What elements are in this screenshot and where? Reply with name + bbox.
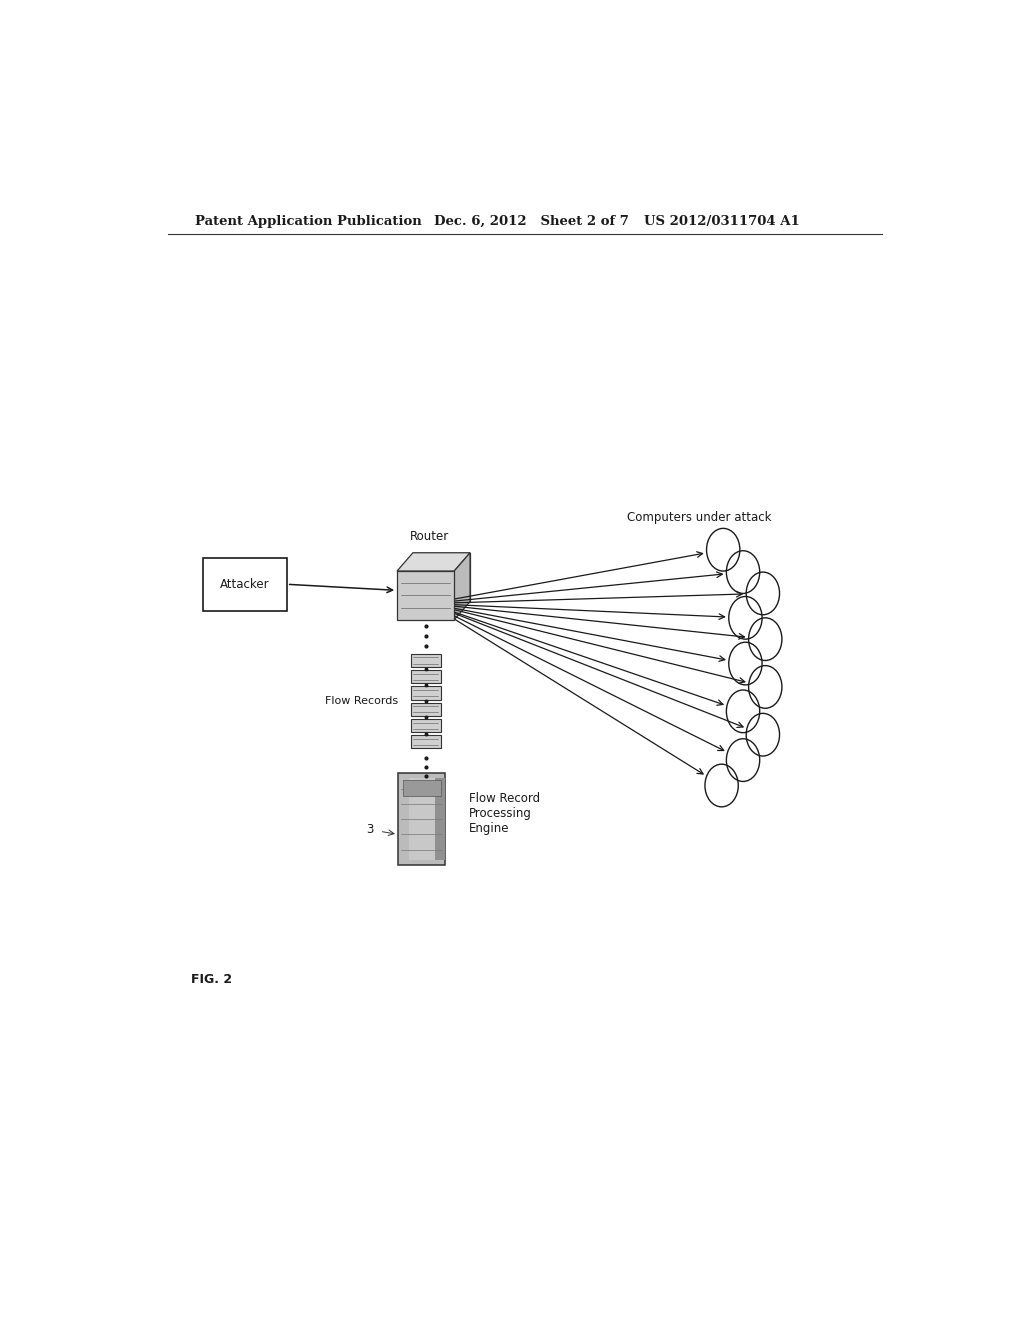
FancyBboxPatch shape [411, 735, 440, 748]
Text: Dec. 6, 2012   Sheet 2 of 7: Dec. 6, 2012 Sheet 2 of 7 [433, 215, 629, 228]
Polygon shape [413, 553, 470, 602]
Text: 3: 3 [367, 822, 374, 836]
FancyBboxPatch shape [411, 671, 440, 684]
Polygon shape [435, 779, 445, 859]
Polygon shape [397, 553, 470, 572]
Text: Computers under attack: Computers under attack [627, 511, 772, 524]
Text: Attacker: Attacker [220, 578, 270, 591]
FancyBboxPatch shape [409, 779, 435, 859]
Polygon shape [455, 553, 470, 620]
FancyBboxPatch shape [411, 719, 440, 733]
FancyBboxPatch shape [411, 686, 440, 700]
Polygon shape [397, 572, 455, 620]
Text: Router: Router [410, 529, 450, 543]
FancyBboxPatch shape [411, 653, 440, 667]
Text: Flow Records: Flow Records [326, 696, 398, 706]
FancyBboxPatch shape [397, 774, 445, 865]
Text: Patent Application Publication: Patent Application Publication [196, 215, 422, 228]
FancyBboxPatch shape [411, 702, 440, 715]
Text: US 2012/0311704 A1: US 2012/0311704 A1 [644, 215, 800, 228]
FancyBboxPatch shape [402, 780, 440, 796]
FancyBboxPatch shape [204, 558, 287, 611]
Text: Flow Record
Processing
Engine: Flow Record Processing Engine [469, 792, 541, 836]
Text: FIG. 2: FIG. 2 [191, 973, 232, 986]
